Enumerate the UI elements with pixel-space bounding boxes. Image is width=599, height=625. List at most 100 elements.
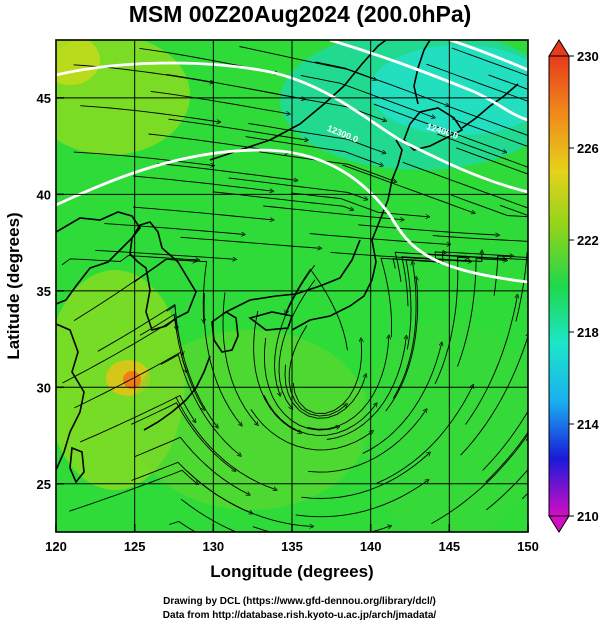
streamline <box>373 103 506 152</box>
colorbar-tick-label: 222 <box>577 233 599 248</box>
y-axis-label: Latitude (degrees) <box>4 212 23 359</box>
streamline <box>385 278 418 412</box>
streamline <box>250 409 372 451</box>
field-warm-south <box>130 330 370 510</box>
streamline <box>80 394 195 443</box>
temperature-field <box>56 40 528 532</box>
streamline <box>437 133 528 168</box>
streamline <box>460 334 528 456</box>
streamline <box>426 63 528 102</box>
streamline <box>169 521 197 532</box>
height-contours <box>56 40 528 284</box>
streamline <box>292 339 361 414</box>
colorbar-top-arrow <box>548 39 570 57</box>
x-tick-label: 140 <box>360 539 382 554</box>
streamline <box>326 337 406 440</box>
streamline <box>263 337 338 431</box>
colorbar-tick-label: 230 <box>577 49 599 64</box>
streamline <box>362 343 442 454</box>
streamline <box>295 480 428 518</box>
streamline <box>139 313 204 409</box>
coast-shikoku <box>248 311 294 331</box>
streamline <box>180 498 238 532</box>
streamline <box>300 74 434 117</box>
colorbar: 230 226 222 218 214 210 <box>548 39 599 533</box>
streamline <box>402 161 528 209</box>
coast-china-ne <box>56 211 141 305</box>
y-axis: 25 30 35 40 45 <box>37 91 64 492</box>
x-tick-label: 125 <box>124 539 146 554</box>
streamline <box>263 394 376 436</box>
streamline <box>97 303 183 354</box>
streamline <box>134 436 249 494</box>
streamline <box>131 461 251 513</box>
streamline <box>447 105 528 136</box>
coast-russia <box>209 40 387 161</box>
chart-title: MSM 00Z20Aug2024 (200.0hPa) <box>129 1 472 27</box>
x-axis: 120 125 130 135 140 145 150 <box>45 524 539 554</box>
streamline <box>160 354 240 456</box>
coast-taiwan <box>69 446 85 484</box>
coast-china-east <box>56 323 85 471</box>
streamline <box>376 386 473 484</box>
x-tick-label: 135 <box>281 539 303 554</box>
streamline <box>486 468 528 511</box>
streamline <box>452 118 528 147</box>
streamline <box>73 151 213 165</box>
streamline <box>274 264 316 395</box>
grid <box>56 40 528 532</box>
streamline <box>307 337 388 430</box>
coast-honshu-south <box>291 199 389 331</box>
contour-line-3 <box>329 40 528 122</box>
coast-honshu-west <box>225 239 361 313</box>
x-tick-label: 130 <box>202 539 224 554</box>
coast-sakhalin <box>413 40 431 105</box>
streamline <box>342 164 474 213</box>
credit-line-1: Drawing by DCL (https://www.gfd-dennou.o… <box>163 596 436 607</box>
streamline <box>457 259 507 367</box>
streamline <box>203 293 241 425</box>
y-tick-label: 30 <box>37 380 51 395</box>
streamline <box>253 310 301 433</box>
streamline <box>432 235 528 242</box>
contour-line-4 <box>449 40 528 72</box>
streamline <box>288 325 346 417</box>
colorbar-gradient-bar <box>548 55 570 517</box>
streamline <box>263 205 402 220</box>
streamline <box>488 74 528 90</box>
streamline <box>451 194 528 218</box>
streamline <box>133 206 272 220</box>
x-tick-label: 120 <box>45 539 67 554</box>
streamline <box>168 118 307 140</box>
streamline <box>309 233 450 245</box>
streamline <box>456 147 528 175</box>
streamline <box>434 257 468 385</box>
streamline <box>401 252 482 307</box>
streamline <box>485 431 528 483</box>
streamline <box>150 90 289 114</box>
colorbar-tick-label: 210 <box>577 509 599 524</box>
y-tick-label: 25 <box>37 477 51 492</box>
credit-line-2: Data from http://database.rish.kyoto-u.a… <box>162 610 437 621</box>
streamline <box>451 47 528 77</box>
y-tick-label: 45 <box>37 91 51 106</box>
field-warm-north <box>56 40 190 155</box>
streamline <box>431 433 528 524</box>
coast-ryukyu <box>143 355 211 431</box>
streamline <box>228 177 367 199</box>
wind-streamlines <box>61 46 528 532</box>
streamline <box>482 410 528 471</box>
streamline <box>392 262 417 399</box>
streamline <box>405 252 445 350</box>
colorbar-tick-label: 214 <box>577 417 599 432</box>
streamline <box>465 296 518 425</box>
streamline <box>358 224 498 235</box>
streamline <box>291 192 428 217</box>
streamline <box>133 175 272 191</box>
streamline <box>73 259 195 321</box>
coastlines <box>56 40 519 484</box>
streamline <box>499 204 528 217</box>
streamline <box>284 364 366 419</box>
x-axis-label: Longitude (degrees) <box>210 562 373 581</box>
coast-kyushu <box>211 311 239 353</box>
